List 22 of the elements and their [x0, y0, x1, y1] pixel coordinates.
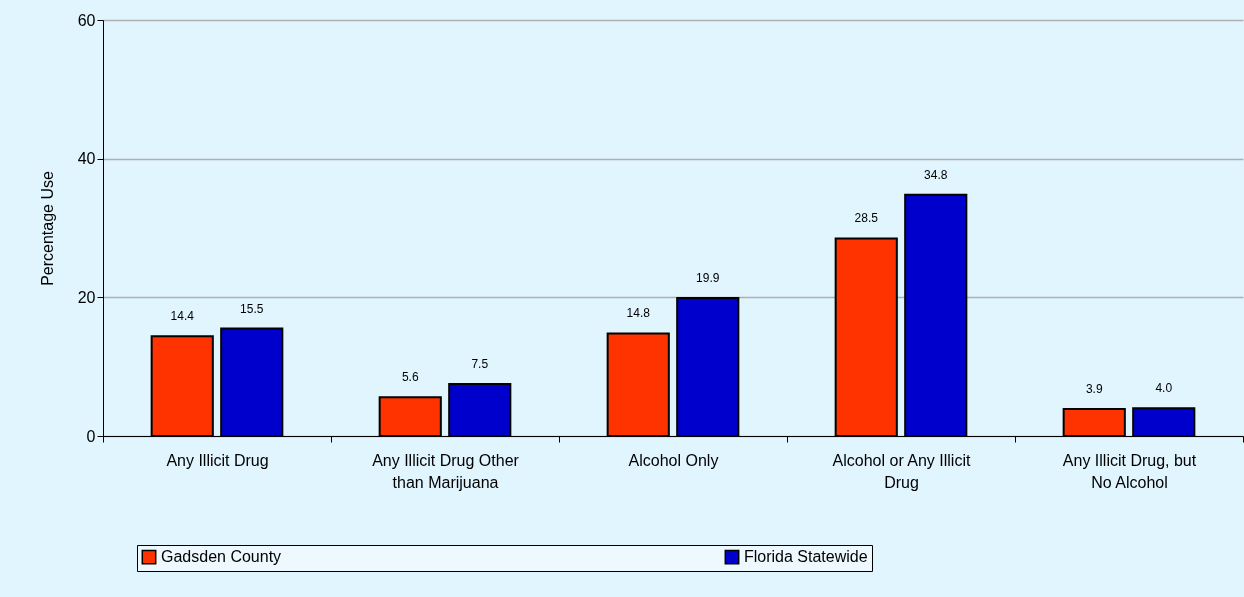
- data-label: 14.8: [626, 306, 651, 321]
- x-tick-label: Any Illicit Drug Other than Marijuana: [372, 451, 520, 491]
- x-tick-label: Alcohol Only: [628, 451, 719, 469]
- y-tick-label: 0: [86, 427, 96, 445]
- y-tick-label: 60: [77, 11, 96, 29]
- data-label: 3.9: [1085, 381, 1103, 396]
- data-label: 7.5: [471, 357, 489, 371]
- y-axis-title: Percentage Use: [38, 171, 56, 286]
- data-label: 5.6: [401, 370, 419, 385]
- x-tick-label: Any Illicit Drug: [166, 451, 269, 469]
- data-label: 28.5: [854, 211, 879, 226]
- x-tick-label: Any Illicit Drug, but No Alcohol: [1062, 451, 1197, 491]
- y-tick-label: 20: [77, 288, 96, 306]
- x-tick-label: Alcohol or Any Illicit Drug: [832, 451, 971, 491]
- data-label: 15.5: [240, 301, 264, 316]
- data-label: 14.4: [170, 309, 195, 324]
- legend-label: Gadsden County: [161, 548, 282, 566]
- data-label: 34.8: [924, 167, 948, 182]
- legend-label: Florida Statewide: [744, 548, 868, 566]
- data-label: 4.0: [1155, 381, 1173, 396]
- y-tick-label: 40: [77, 150, 96, 168]
- data-label: 19.9: [696, 271, 720, 286]
